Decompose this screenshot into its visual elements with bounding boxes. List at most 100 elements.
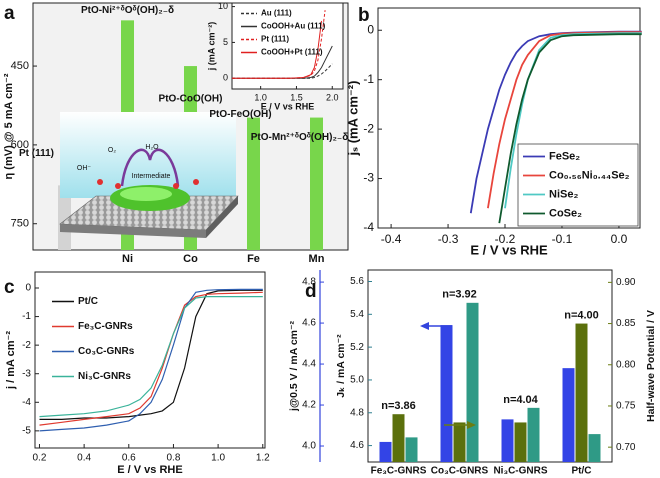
bar bbox=[514, 422, 527, 462]
y-axis-title: jₛ (mA cm⁻²) bbox=[345, 81, 360, 157]
y-tick-label: 5.0 bbox=[350, 375, 364, 386]
bar bbox=[588, 434, 601, 462]
legend-label: Fe₃C-GNRs bbox=[78, 321, 133, 332]
x-tick-label: Ni bbox=[122, 253, 133, 265]
legend-label: Au (111) bbox=[261, 9, 292, 18]
y-tick-label: -2 bbox=[22, 340, 31, 351]
y-tick-label: -5 bbox=[22, 425, 31, 436]
y-tick-label: -4 bbox=[363, 220, 374, 234]
y-tick-label: 0 bbox=[25, 283, 31, 294]
legend-label: CoSe₂ bbox=[549, 207, 582, 219]
oxide-highlight bbox=[120, 187, 172, 201]
y-tick-label: 5 bbox=[223, 37, 228, 47]
bar bbox=[562, 368, 575, 462]
bar bbox=[58, 185, 71, 250]
y-axis-title: j@0.5 V / mA cm⁻² bbox=[288, 320, 300, 412]
x-tick-label: 1.2 bbox=[256, 453, 270, 464]
bar bbox=[247, 117, 260, 251]
x-tick-label: 0.8 bbox=[166, 453, 180, 464]
y-tick-label: 5.2 bbox=[350, 342, 364, 353]
y-tick-label: -2 bbox=[363, 121, 374, 135]
y-tick-label: 0.85 bbox=[616, 318, 636, 329]
x-tick-label: -0.1 bbox=[552, 232, 573, 246]
y-tick-label: 0 bbox=[223, 73, 228, 83]
annotation: n=4.00 bbox=[564, 309, 599, 321]
panel-letter: b bbox=[358, 5, 370, 26]
x-tick-label: 1.5 bbox=[290, 92, 303, 102]
series-line bbox=[487, 31, 642, 209]
y-tick-label: 5.6 bbox=[350, 276, 364, 287]
y-tick-label: 4.6 bbox=[302, 318, 316, 329]
series-line bbox=[232, 10, 326, 79]
bar bbox=[379, 441, 392, 462]
x-tick-label: Co₃C-GNRS bbox=[431, 466, 489, 477]
legend-label: NiSe₂ bbox=[549, 188, 578, 200]
legend-label: CoOOH+Pt (111) bbox=[261, 48, 323, 57]
oxygen-atom bbox=[115, 183, 121, 189]
x-tick-label: Fe₃C-GNRS bbox=[371, 466, 427, 477]
annotation: n=3.86 bbox=[381, 400, 416, 412]
oxygen-atom bbox=[173, 183, 179, 189]
oxygen-atom bbox=[97, 179, 103, 185]
x-tick-label: -0.3 bbox=[438, 232, 459, 246]
series-line bbox=[39, 296, 263, 418]
y-tick-label: 0.70 bbox=[616, 442, 636, 453]
axis-arrows bbox=[420, 322, 476, 429]
y-tick-label: 4.0 bbox=[302, 441, 316, 452]
x-tick-label: 1.0 bbox=[211, 453, 225, 464]
x-tick-label: Co bbox=[183, 253, 198, 265]
y-tick-label: 10 bbox=[218, 1, 228, 11]
bar-label: Pt (111) bbox=[19, 148, 54, 159]
x-tick-label: 0.0 bbox=[611, 232, 628, 246]
y-axis-title: Half-wave Potential / V bbox=[645, 310, 657, 422]
x-tick-label: Fe bbox=[247, 253, 260, 265]
y-tick-label: -3 bbox=[22, 368, 31, 379]
bar bbox=[392, 414, 405, 462]
x-tick-label: 1.0 bbox=[254, 92, 267, 102]
y-axis-title: j / mA cm⁻² bbox=[5, 331, 17, 390]
y-tick-label: 0.90 bbox=[616, 277, 636, 288]
legend-label: CoOOH+Au (111) bbox=[261, 22, 326, 31]
illustration-label: Intermediate bbox=[132, 173, 171, 180]
y-tick-label: 450 bbox=[11, 60, 29, 72]
y-tick-label: 600 bbox=[11, 139, 29, 151]
y-tick-label: -3 bbox=[363, 171, 374, 185]
series-line bbox=[232, 20, 322, 79]
bar bbox=[440, 325, 453, 462]
series-line bbox=[498, 33, 642, 224]
arrow-head bbox=[420, 322, 429, 330]
series-line bbox=[504, 32, 642, 209]
legend-label: Pt/C bbox=[78, 296, 98, 307]
y-tick-label: 4.4 bbox=[302, 359, 316, 370]
illustration-label: O₂ bbox=[108, 147, 116, 154]
y-tick-label: -4 bbox=[22, 397, 31, 408]
legend-label: FeSe₂ bbox=[549, 150, 580, 162]
oxygen-atom bbox=[193, 179, 199, 185]
reaction-arrow bbox=[120, 148, 180, 187]
y-tick-label: 4.2 bbox=[302, 400, 316, 411]
legend-label: Co₀.₅₆Ni₀.₄₄Se₂ bbox=[549, 169, 630, 181]
x-tick-label: Ni₃C-GNRS bbox=[493, 466, 547, 477]
catalyst-illustration bbox=[59, 112, 239, 238]
x-axis-title: E / V vs RHE bbox=[261, 101, 315, 111]
plot-area bbox=[367, 269, 613, 463]
slab-edge bbox=[206, 196, 238, 238]
bar bbox=[575, 323, 588, 462]
bar bbox=[466, 302, 479, 462]
bar-label: PtO-CoO(OH) bbox=[159, 94, 223, 105]
annotation: n=3.92 bbox=[442, 289, 477, 301]
bar bbox=[501, 419, 514, 462]
legend-label: Ni₃C-GNRs bbox=[78, 371, 131, 382]
panel-letter: d bbox=[305, 281, 317, 302]
plot-area bbox=[231, 2, 344, 90]
x-axis-title: E / V vs RHE bbox=[470, 242, 548, 257]
y-tick-label: 5.4 bbox=[350, 309, 364, 320]
bar bbox=[453, 422, 466, 462]
bar-label: PtO-Ni²⁺ᵟOᵟ(OH)₂₋δ bbox=[81, 5, 174, 16]
x-tick-label: -0.2 bbox=[495, 232, 516, 246]
bar-label: PtO-FeO(OH) bbox=[209, 109, 271, 120]
y-tick-label: 4.8 bbox=[350, 407, 364, 418]
annotation: n=4.04 bbox=[503, 394, 538, 406]
